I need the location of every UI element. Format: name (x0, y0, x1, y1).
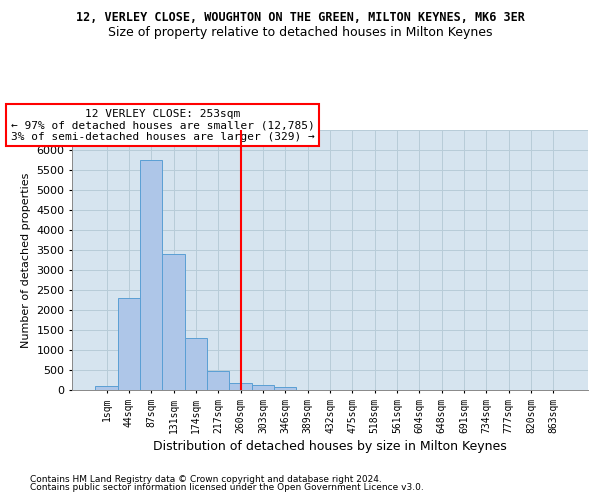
Text: 12, VERLEY CLOSE, WOUGHTON ON THE GREEN, MILTON KEYNES, MK6 3ER: 12, VERLEY CLOSE, WOUGHTON ON THE GREEN,… (76, 11, 524, 24)
Bar (140, 160, 163, 390)
Bar (274, 387, 296, 390)
Text: 12 VERLEY CLOSE: 253sqm
← 97% of detached houses are smaller (12,785)
3% of semi: 12 VERLEY CLOSE: 253sqm ← 97% of detache… (11, 109, 314, 142)
Bar (163, 254, 185, 390)
Y-axis label: Number of detached properties: Number of detached properties (20, 172, 31, 348)
Text: Size of property relative to detached houses in Milton Keynes: Size of property relative to detached ho… (108, 26, 492, 39)
Text: Contains public sector information licensed under the Open Government Licence v3: Contains public sector information licen… (30, 484, 424, 492)
Bar (185, 338, 207, 390)
Bar (229, 383, 252, 390)
Bar (207, 371, 229, 390)
X-axis label: Distribution of detached houses by size in Milton Keynes: Distribution of detached houses by size … (153, 440, 507, 453)
Text: Contains HM Land Registry data © Crown copyright and database right 2024.: Contains HM Land Registry data © Crown c… (30, 475, 382, 484)
Bar (118, 298, 140, 390)
Bar (95, 386, 118, 390)
Bar (252, 385, 274, 390)
